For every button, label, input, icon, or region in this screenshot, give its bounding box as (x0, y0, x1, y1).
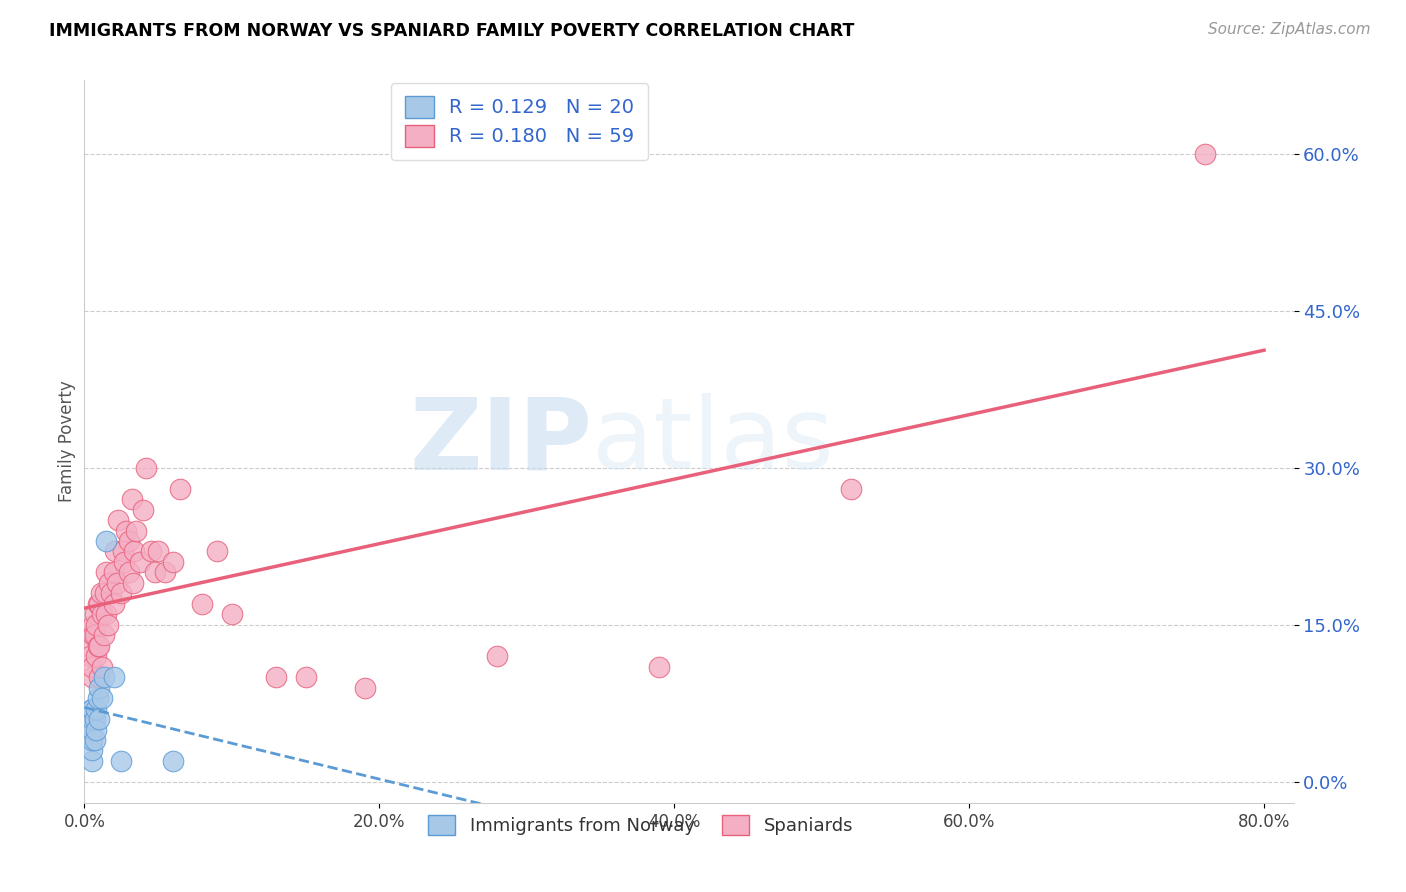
Point (135, 460, 157, 475)
Point (87, 670, 110, 684)
Point (82, 628, 104, 642)
Y-axis label: Family Poverty: Family Poverty (58, 381, 76, 502)
Point (143, 566, 166, 580)
Point (91, 691, 114, 706)
Point (103, 597, 125, 611)
Point (91, 659, 114, 673)
Point (205, 544, 228, 558)
Point (294, 670, 316, 684)
Point (87, 712, 110, 726)
Text: atlas: atlas (592, 393, 834, 490)
Point (121, 492, 143, 507)
Point (84, 723, 107, 737)
Point (107, 513, 129, 527)
Point (104, 544, 127, 558)
Point (169, 482, 191, 496)
Point (112, 555, 135, 569)
Point (155, 566, 177, 580)
Point (129, 555, 152, 569)
Point (191, 597, 214, 611)
Point (100, 586, 122, 600)
Point (80, 701, 103, 715)
Point (264, 670, 287, 684)
Point (83, 733, 105, 747)
Point (353, 681, 375, 695)
Point (80, 659, 103, 673)
Point (486, 649, 509, 664)
Point (98, 575, 121, 590)
Point (114, 524, 136, 538)
Point (221, 607, 243, 622)
Point (139, 544, 162, 558)
Point (86, 597, 108, 611)
Point (94, 586, 117, 600)
Point (96, 534, 118, 549)
Point (83, 628, 105, 642)
Point (80, 733, 103, 747)
Point (110, 586, 132, 600)
Text: ZIP: ZIP (409, 393, 592, 490)
Point (110, 754, 132, 768)
Point (97, 617, 120, 632)
Point (117, 566, 139, 580)
Point (122, 575, 145, 590)
Point (124, 544, 146, 558)
Point (87, 597, 110, 611)
Point (111, 544, 134, 558)
Text: Source: ZipAtlas.com: Source: ZipAtlas.com (1208, 22, 1371, 37)
Point (162, 754, 184, 768)
Point (83, 607, 105, 622)
Point (146, 544, 169, 558)
Point (1194, 146, 1216, 161)
Text: IMMIGRANTS FROM NORWAY VS SPANIARD FAMILY POVERTY CORRELATION CHART: IMMIGRANTS FROM NORWAY VS SPANIARD FAMIL… (49, 22, 855, 40)
Point (105, 575, 128, 590)
Point (87, 639, 110, 653)
Point (80, 743, 103, 757)
Point (84, 617, 107, 632)
Point (83, 712, 105, 726)
Point (80, 723, 103, 737)
Point (96, 566, 118, 580)
Point (80, 712, 103, 726)
Legend: Immigrants from Norway, Spaniards: Immigrants from Norway, Spaniards (419, 806, 862, 845)
Point (103, 566, 125, 580)
Point (162, 555, 184, 569)
Point (839, 482, 862, 496)
Point (86, 639, 108, 653)
Point (80, 670, 103, 684)
Point (103, 670, 125, 684)
Point (117, 534, 139, 549)
Point (86, 691, 108, 706)
Point (84, 649, 107, 664)
Point (91, 607, 114, 622)
Point (125, 524, 148, 538)
Point (77, 639, 100, 653)
Point (96, 607, 118, 622)
Point (90, 586, 112, 600)
Point (93, 628, 115, 642)
Point (87, 681, 110, 695)
Point (80, 754, 103, 768)
Point (79, 649, 101, 664)
Point (84, 701, 107, 715)
Point (82, 617, 104, 632)
Point (648, 659, 671, 673)
Point (132, 502, 155, 516)
Point (80, 701, 103, 715)
Point (93, 670, 115, 684)
